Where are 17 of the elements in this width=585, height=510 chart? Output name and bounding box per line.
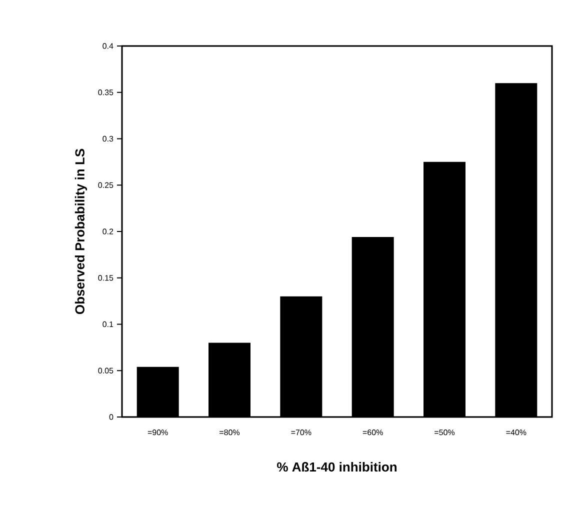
x-tick-label: =50% (434, 430, 455, 436)
y-tick-label: 0.3 (102, 136, 114, 142)
y-tick-label: 0.1 (102, 321, 114, 328)
x-tick-label: =60% (362, 430, 383, 436)
y-tick-label: 0.4 (102, 43, 114, 49)
y-tick-label: 0.35 (98, 90, 114, 96)
x-tick-label: =40% (506, 430, 526, 436)
x-tick-label: =70% (291, 430, 312, 436)
y-tick-label: 0.2 (102, 228, 114, 234)
y-tick-label: 0.05 (98, 368, 114, 374)
y-tick-label: 0 (109, 414, 114, 420)
x-tick-label: =80% (220, 430, 240, 436)
x-tick-label: =90% (148, 430, 168, 436)
y-axis-title: Observed Probability in LS (74, 148, 88, 314)
x-axis-title: % Aß1-40 inhibition (277, 462, 396, 472)
y-tick-label: 0.25 (98, 182, 114, 188)
y-tick-label: 0.15 (98, 275, 114, 281)
